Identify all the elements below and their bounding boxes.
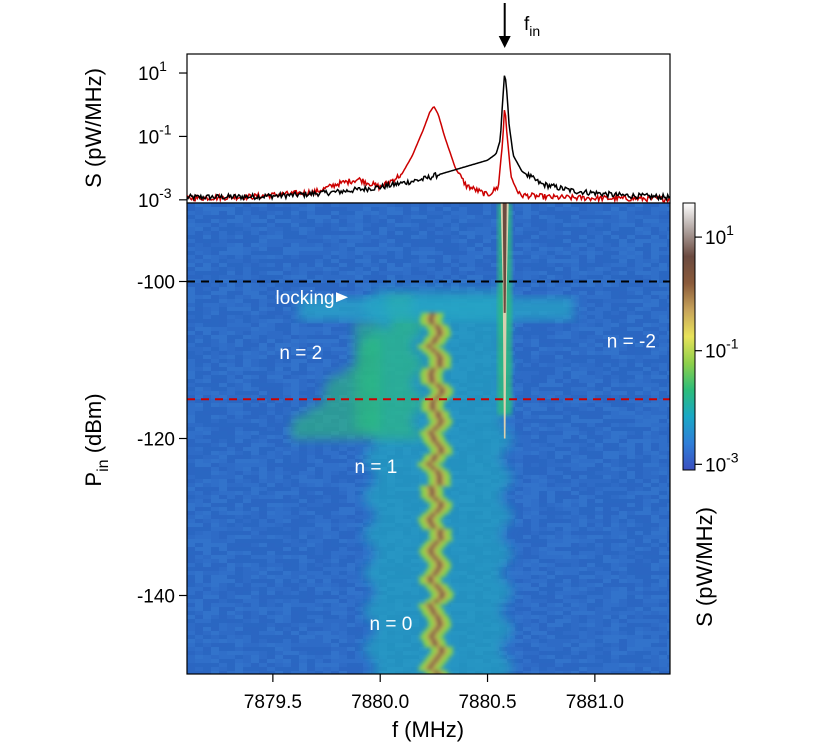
spectrum-y-tick-exp-2: -3 [159,185,172,201]
heatmap-sidebands [291,297,424,440]
spectrum-y-tick-base-0: 10 [138,64,159,85]
colorbar-tick-base-0: 10 [705,228,726,249]
locking-arrow [336,292,348,303]
spectrum-y-axis-title: S (pW/MHz) [81,68,106,188]
y-tick-label-2: -140 [137,587,175,608]
heatmap-panel: 7879.5 7880.0 7880.5 7881.0 -100 -120 -140 loc… [81,202,671,742]
spectrum-y-tick-label-0: 101 [138,58,167,85]
heatmap-main-line [417,312,454,674]
colorbar-tick-exp-1: -1 [726,336,739,352]
spectrum-y-tick-label-1: 10-1 [138,121,172,148]
colorbar-title: S (pW/MHz) [692,507,717,627]
injection-arrow-label-main: f [524,14,530,35]
spectrum-y-tick-exp-1: -1 [159,121,172,137]
injection-arrow-label-sub: in [529,23,540,39]
colorbar-tick-base-2: 10 [705,455,726,476]
injection-arrow: fin [498,3,540,48]
spectrum-y-tick-label-2: 10-3 [138,185,172,212]
x-tick-label-3: 7881.0 [566,692,624,713]
heatmap-ticks: 7879.5 7880.0 7880.5 7881.0 -100 -120 -140 [137,273,624,714]
colorbar-gradient [682,202,696,471]
colorbar-tick-exp-2: -3 [726,449,739,465]
x-tick-label-0: 7879.5 [244,692,302,713]
y-axis-title-main: P [81,472,106,487]
injection-arrow-label: fin [524,14,540,39]
colorbar-tick-base-1: 10 [705,342,726,363]
x-axis-title: f (MHz) [392,717,464,742]
injection-line-core [500,203,509,439]
colorbar-tick-exp-0: 1 [726,222,734,238]
x-tick-label-1: 7880.0 [351,692,409,713]
annotation-n-1: n = 1 [355,457,398,478]
spectrum-y-tick-base-1: 10 [138,127,159,148]
spectrum-series-black [187,75,670,202]
y-axis-title: Pin (dBm) [81,393,112,486]
spectrum-frame [186,53,671,204]
colorbar-tick-label-0: 101 [705,222,734,249]
y-tick-label-1: -120 [137,430,175,451]
injection-line-peak [502,203,507,313]
colorbar-tick-label-1: 10-1 [705,336,739,363]
heatmap-features [291,203,574,674]
locking-arrow-head [336,292,348,303]
annotation-n-0: n = 0 [370,614,413,635]
annotation-locking: locking [275,288,334,309]
y-axis-title-sub: in [95,459,112,471]
spectrum-y-tick-base-2: 10 [138,191,159,212]
x-tick-label-2: 7880.5 [458,692,516,713]
colorbar-tick-label-2: 10-3 [705,449,739,476]
annotation-n-2: n = 2 [279,343,322,364]
injection-arrow-head [498,36,511,48]
spectrum-y-tick-exp-0: 1 [159,58,167,74]
y-axis-title-unit: (dBm) [81,393,106,459]
y-tick-label-0: -100 [137,273,175,294]
annotation-n-minus-2: n = -2 [607,331,656,352]
